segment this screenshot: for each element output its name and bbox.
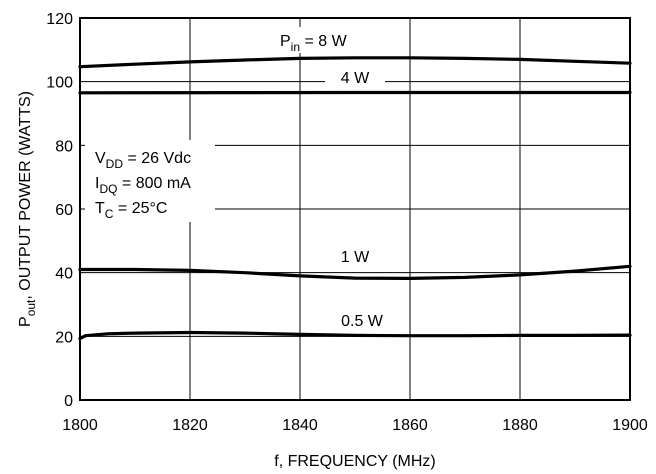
y-tick-label: 80: [55, 138, 73, 155]
annotation-background: [325, 68, 385, 88]
x-tick-label: 1820: [172, 417, 208, 434]
x-axis-label: f, FREQUENCY (MHz): [274, 453, 435, 470]
annotation-pin-8w: Pin = 8 W: [280, 33, 348, 54]
series-line-3: [78, 330, 632, 341]
x-tick-label: 1860: [392, 417, 428, 434]
plot-frame: [79, 17, 631, 401]
annotation-background: [85, 140, 215, 222]
annotation-tc: TC = 25°C: [95, 200, 167, 221]
annotation-1w: 1 W: [341, 249, 370, 266]
y-tick-label: 60: [55, 202, 73, 219]
annotation-background: [325, 310, 400, 330]
series-lines: [78, 56, 632, 341]
series-line-2: [78, 264, 632, 280]
annotation-4w: 4 W: [341, 70, 370, 87]
y-tick-label: 100: [46, 75, 73, 92]
annotation-vdd: VDD = 26 Vdc: [95, 150, 191, 171]
y-tick-label: 20: [55, 329, 73, 346]
annotation-background: [325, 246, 385, 266]
y-tick-labels: 0 20 40 60 80 100 120: [46, 11, 73, 410]
x-tick-label: 1840: [282, 417, 318, 434]
y-tick-label: 0: [64, 393, 73, 410]
annotation-background: [270, 27, 395, 53]
x-tick-label: 1800: [62, 417, 98, 434]
y-axis-label: Pout, OUTPUT POWER (WATTS): [17, 91, 38, 327]
x-tick-labels: 1800 1820 1840 1860 1880 1900: [62, 417, 648, 434]
x-tick-label: 1900: [612, 417, 648, 434]
annotation-0.5w: 0.5 W: [341, 313, 384, 330]
x-tick-label: 1880: [502, 417, 538, 434]
y-tick-label: 120: [46, 11, 73, 28]
annotation-backgrounds: [85, 27, 400, 330]
y-tick-label: 40: [55, 266, 73, 283]
series-line-0: [78, 56, 632, 69]
annotation-idq: IDQ = 800 mA: [95, 175, 191, 196]
